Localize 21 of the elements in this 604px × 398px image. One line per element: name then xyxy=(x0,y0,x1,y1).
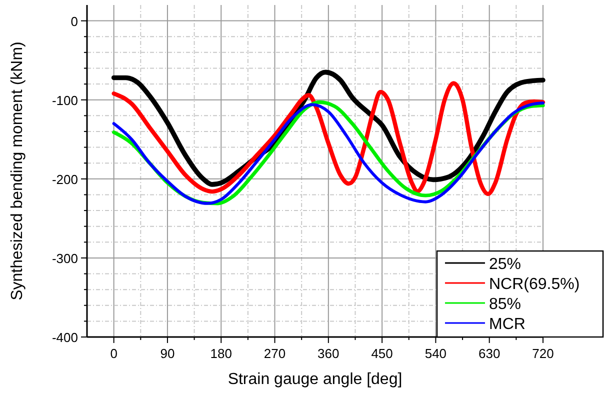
x-tick-label: 180 xyxy=(210,346,232,361)
y-tick-label: -400 xyxy=(52,330,78,345)
x-tick-label: 540 xyxy=(424,346,447,361)
x-tick-label: 360 xyxy=(318,346,340,361)
legend-label: MCR xyxy=(489,316,526,333)
x-tick-label: 0 xyxy=(110,346,118,361)
legend-label: 85% xyxy=(489,296,522,313)
x-tick-label: 90 xyxy=(160,346,175,361)
y-tick-label: -100 xyxy=(52,92,78,108)
legend-label: NCR(69.5%) xyxy=(489,276,580,293)
x-tick-label: 720 xyxy=(532,346,554,361)
line-series xyxy=(112,81,546,196)
x-tick-label: 270 xyxy=(264,346,286,361)
x-tick-label: 450 xyxy=(371,346,393,361)
y-tick-label: -300 xyxy=(52,250,78,266)
y-axis-title: Synthesized bending moment (kNm) xyxy=(9,42,26,300)
x-tick-label: 630 xyxy=(478,346,500,361)
x-axis-title: Strain gauge angle [deg] xyxy=(228,371,402,388)
y-tick-label: -200 xyxy=(52,172,78,187)
legend-label: 25% xyxy=(489,256,522,273)
y-tick-label: 0 xyxy=(70,14,78,29)
